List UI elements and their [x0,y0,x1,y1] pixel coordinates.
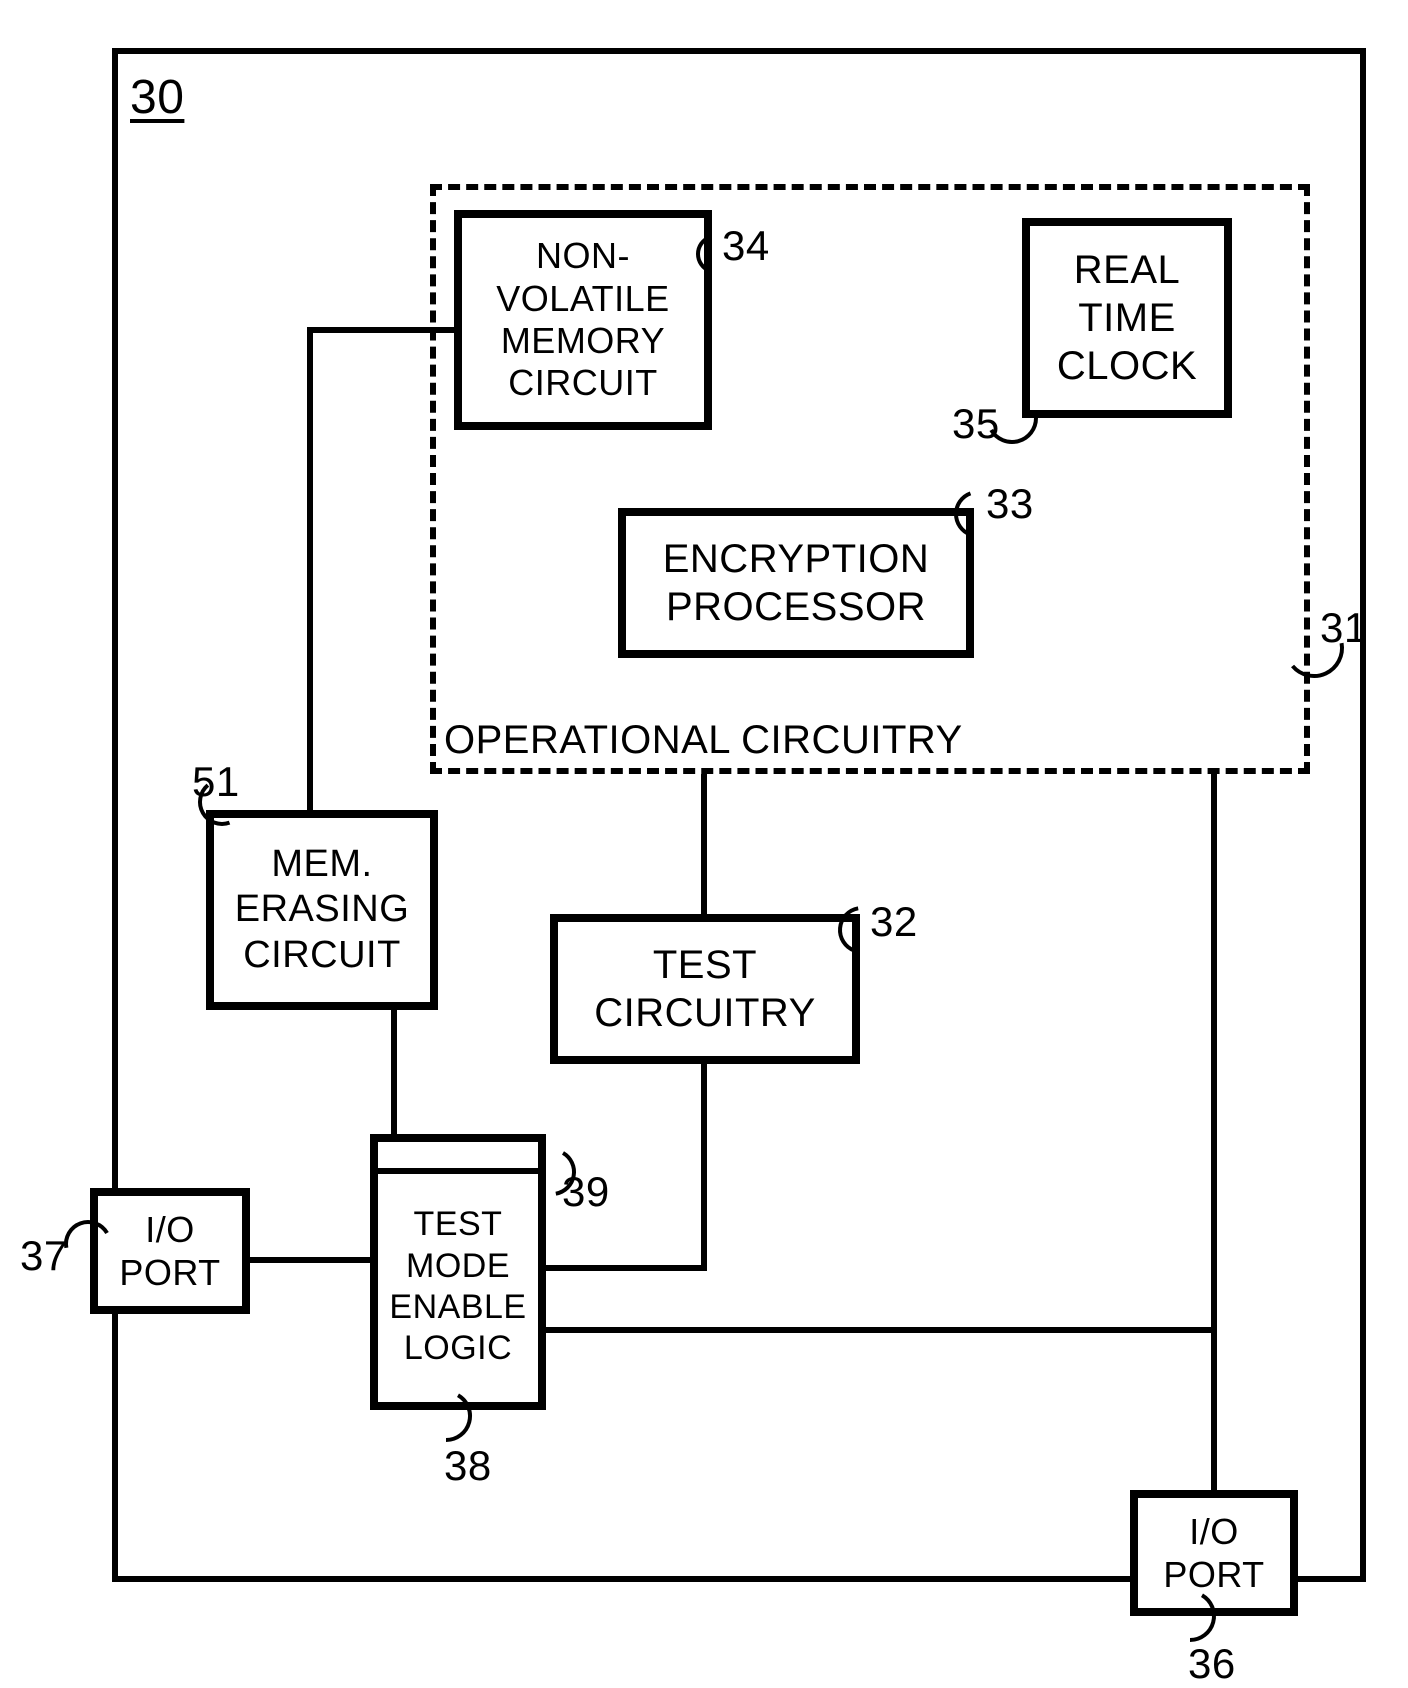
ref-36: 36 [1188,1640,1236,1688]
memeras-line3: CIRCUIT [243,934,401,976]
rtc-line3: CLOCK [1057,344,1197,388]
ref-33: 33 [986,480,1034,528]
diagram-canvas: OPERATIONAL CIRCUITRY NON- VOLATILE MEMO… [0,0,1408,1676]
ref-51: 51 [192,758,240,806]
ref-35: 35 [952,400,1000,448]
memeras-line2: ERASING [235,888,410,930]
tmel-line2: MODE [406,1247,510,1285]
rtc-line1: REAL [1074,248,1181,292]
ref-38: 38 [444,1442,492,1490]
ref-30: 30 [130,70,184,125]
real-time-clock-block: REAL TIME CLOCK [1022,218,1232,418]
testcir-line2: CIRCUITRY [594,991,816,1035]
encproc-line2: PROCESSOR [666,585,926,629]
ref-39: 39 [562,1168,610,1216]
testcir-line1: TEST [653,943,757,987]
nvmem-line3: MEMORY [501,320,665,361]
io-port-right-block: I/O PORT [1130,1490,1298,1616]
ioport2-line1: I/O [1189,1511,1239,1552]
rtc-line2: TIME [1078,296,1176,340]
ioport1-line2: PORT [119,1252,220,1293]
ref-31: 31 [1320,604,1368,652]
ref-34: 34 [722,222,770,270]
memeras-line1: MEM. [271,843,372,885]
tmel-top-bar [378,1168,538,1174]
non-volatile-memory-block: NON- VOLATILE MEMORY CIRCUIT [454,210,712,430]
mem-erasing-circuit-block: MEM. ERASING CIRCUIT [206,810,438,1010]
ref-32: 32 [870,898,918,946]
encryption-processor-block: ENCRYPTION PROCESSOR [618,508,974,658]
operational-circuitry-label: OPERATIONAL CIRCUITRY [444,718,963,763]
ref-37: 37 [20,1232,68,1280]
test-mode-enable-logic-block: TEST MODE ENABLE LOGIC [370,1134,546,1410]
tmel-line3: ENABLE [389,1288,526,1326]
test-circuitry-block: TEST CIRCUITRY [550,914,860,1064]
ioport2-line2: PORT [1163,1554,1264,1595]
encproc-line1: ENCRYPTION [663,537,930,581]
nvmem-line4: CIRCUIT [508,362,658,403]
nvmem-line1: NON- [536,235,630,276]
tmel-line4: LOGIC [404,1329,512,1367]
nvmem-line2: VOLATILE [496,278,669,319]
tmel-line1: TEST [414,1205,503,1243]
ioport1-line1: I/O [145,1209,195,1250]
io-port-left-block: I/O PORT [90,1188,250,1314]
